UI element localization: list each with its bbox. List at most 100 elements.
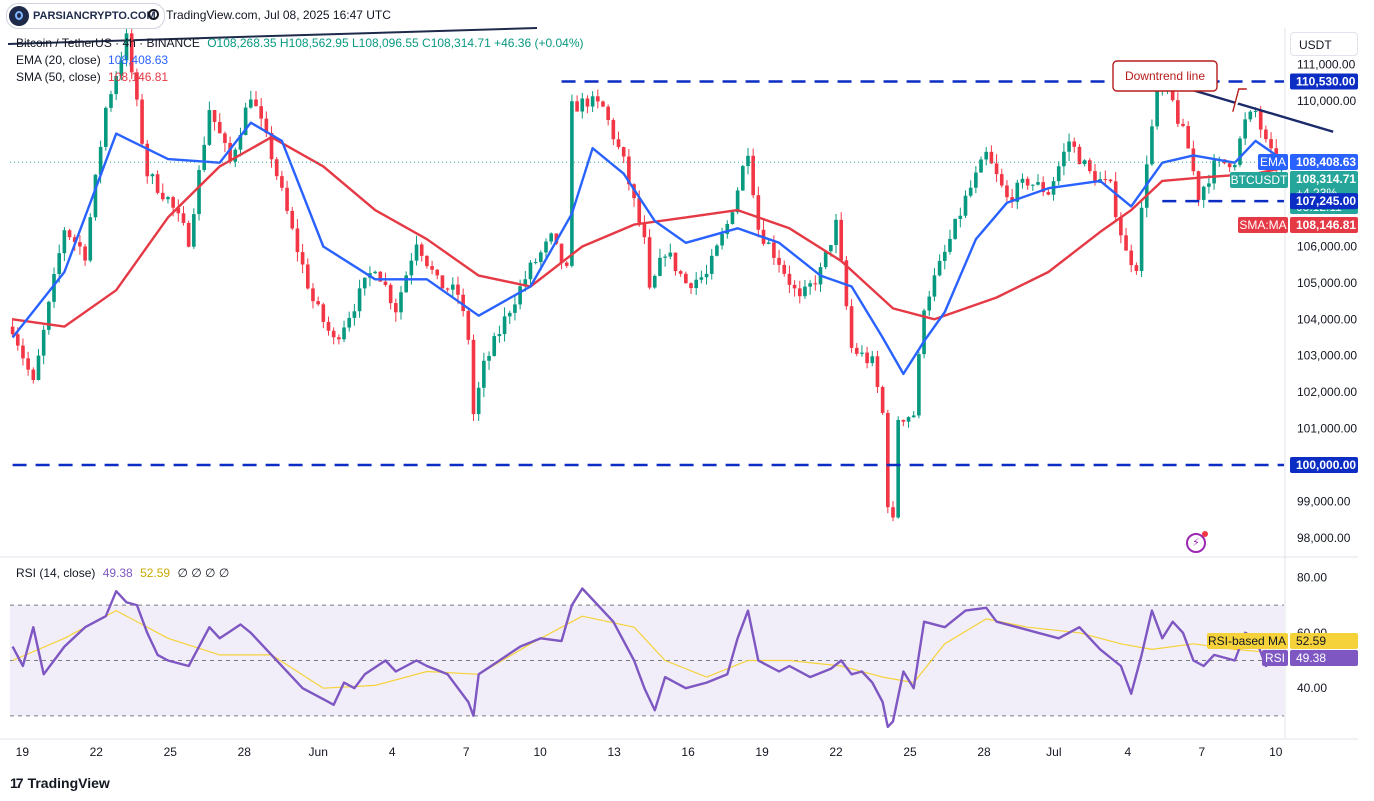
symbol-series-tag: BTCUSDT [1231, 173, 1288, 187]
candle-body [1264, 129, 1268, 140]
candle-body [616, 139, 621, 148]
price-tick-label: 103,000.00 [1297, 349, 1357, 363]
candle-body [207, 110, 212, 145]
candle-body [1015, 182, 1020, 202]
candle-body [430, 266, 434, 270]
tradingview-mini-icon [148, 9, 159, 20]
candle-body [466, 311, 471, 340]
candle-body [321, 304, 326, 322]
candle-body [378, 271, 383, 282]
candle-body [860, 352, 864, 354]
price-tick-label: 99,000.00 [1297, 494, 1351, 508]
candle-body [787, 273, 792, 285]
rsi-value-tag-bg [1290, 650, 1358, 666]
candle-body [595, 96, 600, 102]
candle-body [891, 507, 895, 518]
candle-body [839, 219, 844, 261]
candle-body [652, 275, 657, 288]
candle-body [135, 72, 139, 100]
candle-body [228, 142, 232, 162]
candle-body [1093, 171, 1097, 183]
ema-20-line [11, 121, 1283, 376]
candle-body [47, 301, 51, 330]
candle-body [642, 222, 647, 238]
candle-body [813, 283, 818, 285]
ema-price-tag: 108,408.63 [1296, 155, 1356, 169]
candle-body [549, 233, 554, 242]
candle-body [1191, 148, 1196, 172]
rsi-legend[interactable]: RSI (14, close) 49.38 52.59 ∅ ∅ ∅ ∅ [16, 566, 233, 580]
symbol-title[interactable]: Bitcoin / TetherUS · 4h · BINANCE [16, 36, 200, 50]
candle-body [15, 334, 20, 346]
candle-body [383, 281, 388, 285]
candle-body [523, 279, 528, 287]
candle-body [476, 387, 481, 415]
candle-body [192, 214, 196, 247]
candle-body [1046, 192, 1051, 195]
candle-body [989, 151, 994, 164]
time-tick-label: Jul [1046, 745, 1061, 759]
candle-body [10, 326, 15, 335]
ema-series-tag: EMA [1260, 155, 1286, 169]
annotation-text: Downtrend line [1125, 69, 1205, 83]
candle-body [1056, 166, 1061, 182]
candle-body [290, 210, 295, 229]
candle-body [647, 237, 652, 288]
candle-body [953, 218, 957, 239]
candle-body [1010, 197, 1014, 202]
candle-body [963, 195, 968, 216]
candle-body [1036, 182, 1040, 185]
sma-50-line [12, 136, 1282, 328]
sma-series-tag: SMA:MA [1239, 218, 1286, 232]
rsi-ma-tag-bg [1290, 633, 1358, 649]
candle-body [756, 195, 761, 230]
candle-body [854, 347, 859, 354]
candle-body [870, 356, 875, 364]
candle-body [1155, 91, 1159, 127]
candle-body [886, 412, 890, 508]
candle-body [311, 288, 315, 302]
candle-body [564, 262, 569, 266]
candle-body [554, 233, 559, 244]
candle-body [1134, 265, 1139, 271]
time-tick-label: 19 [16, 745, 30, 759]
price-tick-label: 106,000.00 [1297, 239, 1357, 253]
candle-body [715, 245, 719, 256]
candle-body [658, 257, 662, 276]
lightning-alert-icon[interactable]: ⚡ [1186, 531, 1208, 553]
candle-body [145, 143, 150, 177]
candle-body [67, 230, 72, 238]
annotation-pointer [1232, 88, 1247, 112]
candle-body [1025, 178, 1030, 186]
candle-body [684, 273, 688, 284]
rsi-band-fill [10, 605, 1284, 716]
candle-body [362, 277, 367, 289]
candle-body [958, 215, 963, 219]
rsi-ma-tag: 52.59 [1296, 634, 1326, 648]
candle-body [93, 174, 98, 218]
ema-legend[interactable]: EMA (20, close) 108,408.63 [16, 53, 172, 67]
candle-body [585, 98, 590, 107]
publish-meta-text: TradingView.com, Jul 08, 2025 16:47 UTC [166, 8, 391, 22]
candle-body [922, 310, 926, 355]
time-tick-label: 25 [903, 745, 917, 759]
candle-body [435, 269, 440, 276]
candle-body [678, 271, 683, 274]
candle-body [777, 257, 781, 265]
currency-selector[interactable]: USDT [1290, 32, 1358, 56]
sma-legend[interactable]: SMA (50, close) 108,146.81 [16, 70, 172, 84]
candle-body [103, 107, 108, 147]
candle-body [782, 264, 787, 274]
candle-body [1186, 126, 1191, 149]
candle-body [259, 106, 263, 119]
candle-body [352, 311, 357, 318]
candle-body [917, 354, 921, 416]
time-tick-label: 10 [1269, 745, 1283, 759]
candle-body [528, 262, 533, 280]
candle-body [445, 288, 450, 290]
candle-body [1020, 178, 1025, 183]
candle-body [906, 417, 911, 422]
candle-body [766, 242, 771, 244]
candle-body [280, 176, 284, 188]
